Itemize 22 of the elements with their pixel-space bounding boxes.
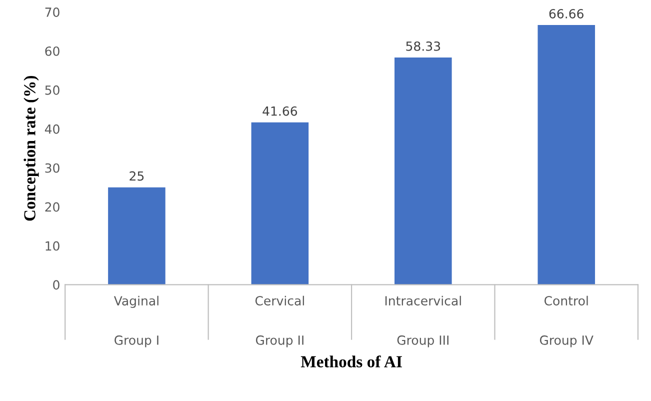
bar <box>394 57 452 285</box>
data-label: 25 <box>130 171 144 181</box>
y-tick-label: 40 <box>44 124 60 134</box>
y-tick-label: 0 <box>53 280 60 290</box>
bar <box>251 122 309 285</box>
y-tick-label: 30 <box>45 163 60 173</box>
category-label: Cervical Group II <box>255 296 304 348</box>
y-tick-label: 10 <box>46 241 60 251</box>
x-axis-title: Methods of AI <box>300 355 402 368</box>
data-label: 41.66 <box>262 106 298 116</box>
y-tick-label: 60 <box>45 46 60 56</box>
y-axis-title: Conception rate (%) <box>24 76 39 221</box>
bar <box>108 187 166 285</box>
data-label: 66.66 <box>549 8 584 18</box>
category-label: Vaginal Group I <box>114 296 158 348</box>
category-label: Intracervical Group III <box>385 296 461 348</box>
category-label: Control Group IV <box>540 296 594 348</box>
y-tick-label: 70 <box>45 8 60 17</box>
y-tick-label: 20 <box>45 202 60 212</box>
bar <box>538 25 596 285</box>
y-tick-label: 50 <box>45 85 60 95</box>
data-label: 58.33 <box>406 41 440 51</box>
